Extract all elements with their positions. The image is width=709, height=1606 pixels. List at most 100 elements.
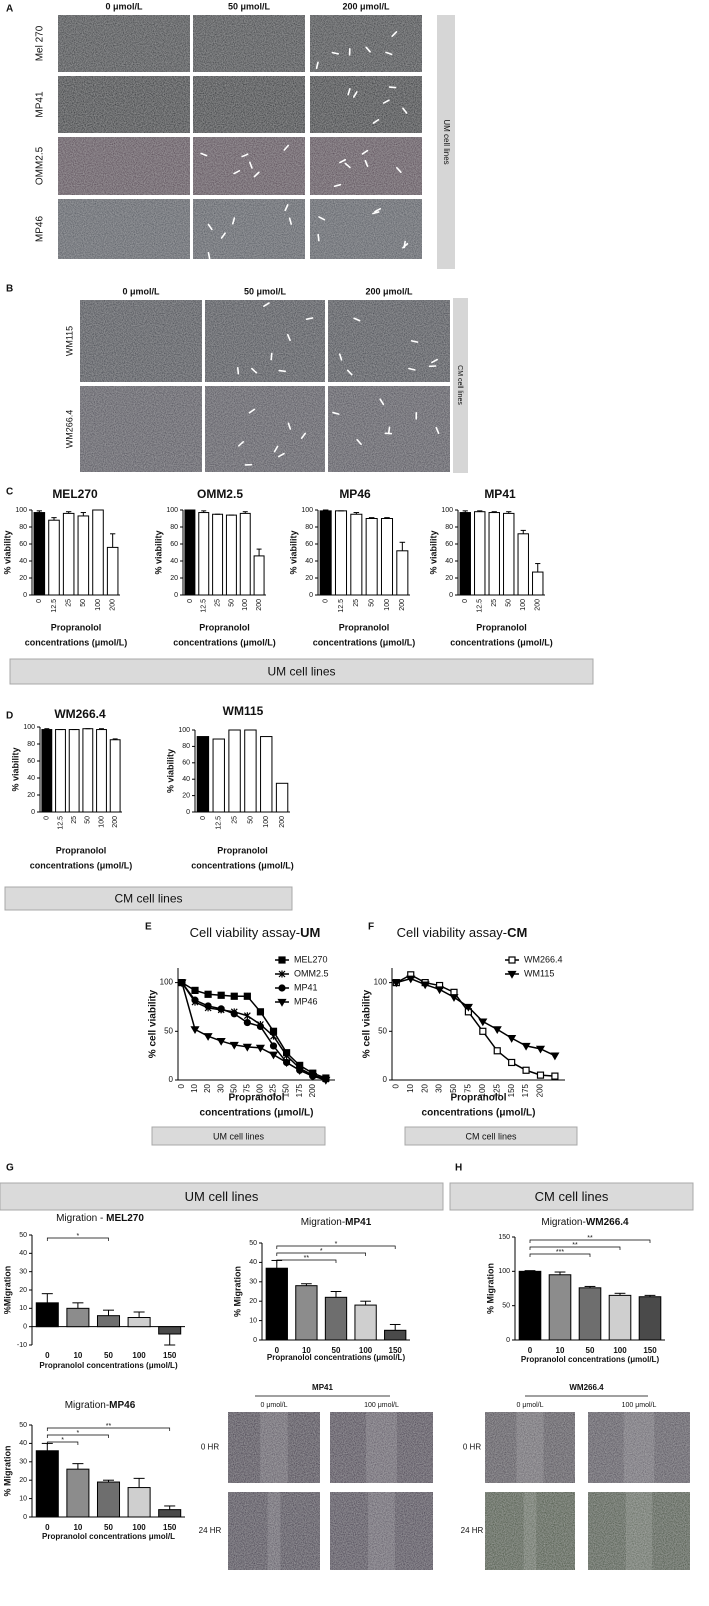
x-tick-label: 0 [45,1351,50,1360]
chart-title: Migration-MP46 [65,1400,136,1411]
y-tick-label: -10 [17,1342,27,1349]
scratch-gap [260,1412,288,1483]
side-label: UM cell lines [442,119,451,164]
column-label: 200 μmol/L [342,1,390,11]
column-label: 0 μmol/L [105,1,143,11]
arrow [271,354,272,360]
arrow [238,368,239,374]
y-tick-label: 30 [19,1459,27,1466]
scratch-gap [524,1492,537,1570]
y-tick-label: 60 [170,541,178,548]
x-tick-label: 12.5 [216,816,223,830]
series-line [396,979,555,1056]
bar [385,1330,406,1340]
title-text: MP46 [339,487,371,501]
bar [381,519,392,596]
arrow [208,253,209,259]
bar [67,1308,89,1326]
title-text: Cell viability assay- [397,925,508,940]
x-tick-label: 0 [528,1346,533,1355]
arrow [318,235,319,241]
x-tick-label: 10 [406,1083,415,1092]
x-axis-label: Propranolol [450,1093,506,1104]
y-tick-label: 0 [31,809,35,816]
row-label: MP41 [35,91,46,118]
bar [199,513,209,595]
column-label: 50 μmol/L [244,286,287,296]
group-band-label: UM cell lines [267,665,335,679]
bar [97,1316,119,1327]
y-tick-label: 50 [19,1232,27,1239]
title-bold: MEL270 [106,1213,144,1224]
significance-label: * [77,1233,80,1240]
data-point [523,1067,529,1073]
x-tick-label: 12.5 [201,599,208,613]
x-tick-label: 25 [231,816,238,824]
data-point [231,993,237,999]
significance-label: * [320,1248,323,1255]
y-tick-label: 20 [249,1298,257,1305]
y-tick-label: 40 [249,1259,257,1266]
x-tick-label: 20 [420,1083,429,1092]
x-axis-label: Propranolol concentrations (μmol/L) [521,1355,660,1364]
panel-letter: C [6,487,13,498]
x-tick-label: 12.5 [57,816,64,830]
x-tick-label: 10 [190,1083,199,1092]
x-tick-label: 50 [229,1083,238,1092]
data-point [218,1006,224,1012]
x-axis-label: concentrations (μmol/L) [30,860,133,870]
x-axis-label: Propranolol [339,622,390,632]
row-label: 0 HR [463,1443,481,1452]
y-tick-label: 20 [305,575,313,582]
bar [185,510,195,595]
y-tick-label: 20 [19,1477,27,1484]
y-axis-label: %Migration [2,1266,12,1315]
title-text: Migration- [541,1217,585,1228]
bar [36,1451,58,1517]
chart-title: MP41 [484,487,516,501]
title-text: Migration- [65,1400,109,1411]
x-tick-label: 12.5 [51,599,58,613]
data-point [494,1048,500,1054]
panel-letter: F [368,922,374,933]
significance-label: * [335,1241,338,1248]
x-tick-label: 150 [507,1083,516,1097]
legend-label: WM115 [524,968,554,978]
micrograph [310,76,422,133]
bar [78,516,89,595]
x-axis-label: concentrations (μmol/L) [450,637,553,647]
bar [213,514,223,595]
micrograph [310,199,422,259]
x-axis-label: Propranolol concentrations (μmol/L) [39,1361,178,1370]
y-tick-label: 60 [445,541,453,548]
bar [245,730,256,812]
title-bold: MP41 [345,1217,372,1228]
column-label: 100 μmol/L [364,1402,399,1409]
bar [110,740,120,812]
y-tick-label: 20 [170,575,178,582]
y-axis-label: % viability [10,747,20,791]
bar [128,1318,150,1327]
legend-label: WM266.4 [524,954,563,964]
bar [240,513,250,595]
y-tick-label: 30 [249,1279,257,1286]
row-label: MP46 [35,216,46,243]
group-band-label: UM cell lines [185,1189,259,1204]
y-axis-label: % viability [153,530,163,574]
group-band-label: CM cell lines [114,892,182,906]
x-axis-label: concentrations (μmol/L) [200,1108,314,1119]
y-tick-label: 10 [249,1317,257,1324]
x-tick-label: 75 [464,1083,473,1092]
bar [335,511,346,595]
bar [366,519,377,596]
y-tick-label: 80 [445,524,453,531]
column-label: 100 μmol/L [622,1402,657,1409]
y-tick-label: 80 [19,524,27,531]
data-point [218,992,224,998]
data-point [450,995,457,1001]
x-tick-label: 100 [613,1346,627,1355]
micrograph [80,300,202,382]
y-tick-label: 40 [445,558,453,565]
title-bold: CM [507,925,527,940]
scratch-gap [626,1492,653,1570]
